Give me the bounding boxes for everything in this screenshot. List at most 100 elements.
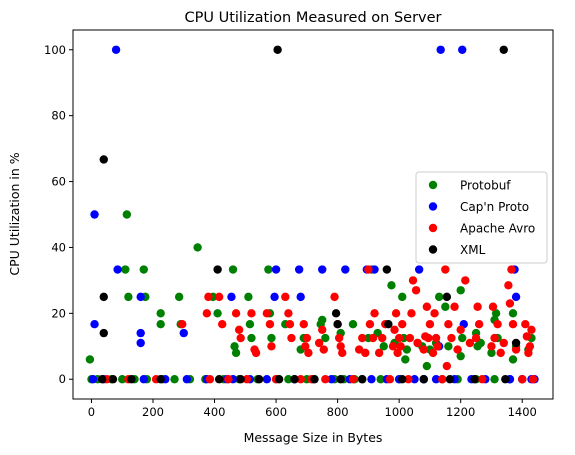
data-point [511,292,521,302]
data-point [264,265,273,274]
data-point [396,342,405,351]
data-point [525,342,535,351]
data-point [521,320,530,329]
x-axis-label: Message Size in Bytes [244,430,383,445]
data-point [402,345,412,354]
data-point [407,309,416,318]
data-point [265,320,275,329]
data-point [365,320,375,329]
data-point [218,320,227,329]
data-point [499,45,508,54]
data-point [99,292,108,302]
data-point [270,292,279,302]
data-point [236,375,245,384]
data-point [281,292,290,302]
data-point [236,333,245,343]
data-point [348,320,358,329]
plot-frame [72,29,554,400]
data-point [254,375,264,384]
data-point [419,375,428,384]
data-point [394,333,404,343]
data-point [231,348,241,358]
data-point [113,265,122,274]
data-point [379,342,388,351]
data-point [285,320,295,329]
data-point [398,292,407,302]
data-point [247,333,256,343]
data-point [444,342,453,351]
data-point [214,292,224,302]
data-point [376,375,385,384]
data-point [182,375,192,384]
data-point [108,375,118,384]
y-tick-label: 0 [59,372,66,386]
data-point [284,375,293,384]
y-tick-label: 40 [51,240,66,254]
data-point [361,348,370,358]
data-point [456,325,465,335]
data-point [442,361,452,371]
data-point [274,375,284,384]
data-point [318,325,327,335]
data-point [473,302,482,311]
data-point [118,375,127,384]
data-point [267,342,276,351]
data-point [301,342,310,351]
data-point [136,292,145,302]
data-point [310,375,319,384]
data-point [124,292,133,302]
data-point [470,375,479,384]
data-point [430,309,439,318]
data-point [262,309,272,318]
data-point [234,325,244,335]
data-point [458,333,467,343]
data-point [294,265,304,274]
data-point [354,345,364,354]
data-point [456,286,465,295]
data-point [334,333,344,343]
data-point [474,320,484,329]
data-point [422,361,432,371]
legend-box [415,171,548,264]
data-point [493,320,502,329]
data-point [318,315,327,325]
data-point [524,348,533,358]
data-point [296,375,305,384]
data-point [304,348,313,358]
data-point [156,320,165,329]
data-point [414,265,424,274]
data-point [136,338,145,348]
data-point [338,348,347,358]
y-tick-label: 20 [51,306,66,320]
data-point [465,338,475,348]
data-point [505,299,515,308]
data-point [398,375,407,384]
data-point [425,320,435,329]
data-point [431,375,441,384]
points-layer [85,45,539,384]
data-point [330,292,339,302]
data-point [422,302,432,311]
x-tick-label: 400 [204,405,226,419]
data-point [370,265,379,274]
data-point [499,338,508,348]
data-point [111,45,121,54]
data-point [424,333,433,343]
data-point [341,265,350,274]
x-tick-label: 1000 [385,405,414,419]
data-point [244,292,253,302]
data-point [488,302,498,311]
data-point [445,375,455,384]
legend-marker [428,223,438,233]
data-point [413,338,422,348]
data-point [370,309,379,318]
data-point [321,333,330,343]
data-point [284,309,293,318]
data-point [267,333,276,343]
data-point [156,375,165,384]
data-point [490,333,499,343]
y-tick-label: 100 [44,43,66,57]
data-point [251,348,261,358]
x-tick-label: 1200 [446,405,475,419]
